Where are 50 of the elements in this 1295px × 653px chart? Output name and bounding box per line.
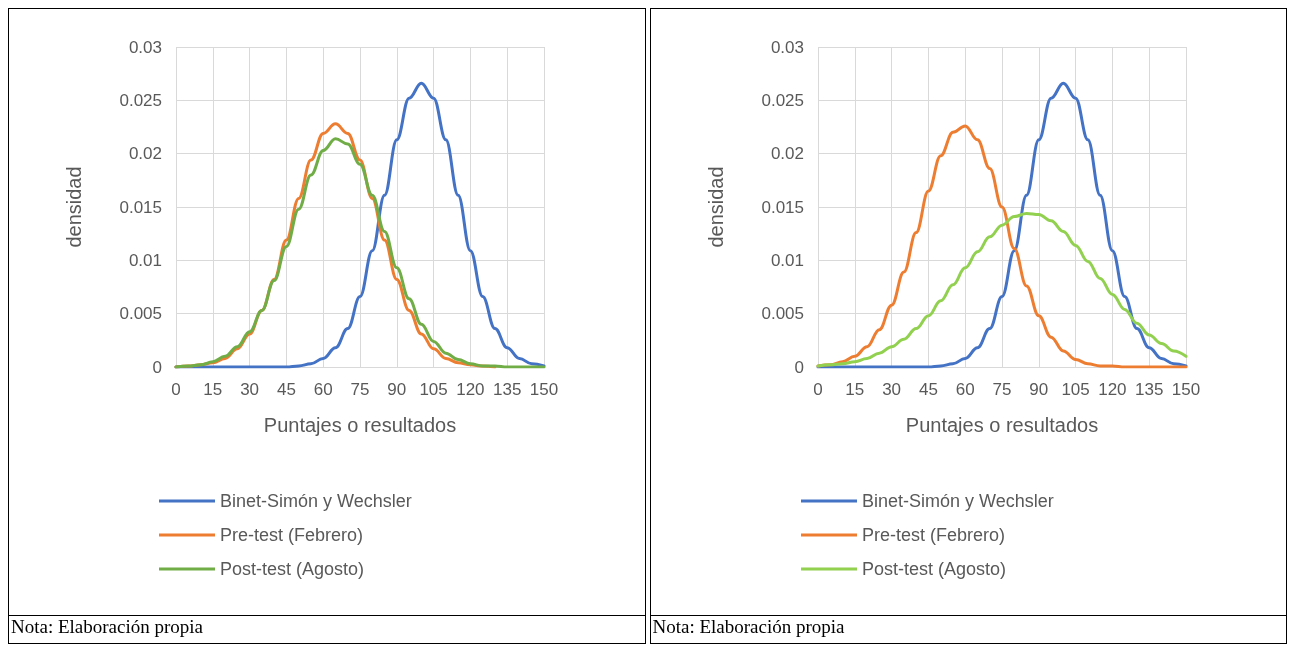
x-tick-label: 120 [456, 380, 485, 399]
y-axis-title: densidad [63, 166, 85, 248]
legend-label: Post-test (Agosto) [861, 559, 1006, 579]
y-axis-title: densidad [704, 166, 727, 248]
line-series [816, 211, 1187, 368]
y-tick-label: 0.025 [119, 90, 162, 110]
x-tick-label: 90 [387, 380, 407, 399]
x-axis-title: Puntajes o resultados [263, 414, 457, 436]
y-tick-label: 0.015 [760, 197, 804, 217]
y-tick-label: 0.005 [119, 304, 162, 324]
legend-label: Pre-test (Febrero) [861, 525, 1005, 545]
y-tick-label: 0.01 [128, 250, 162, 270]
x-tick-label: 90 [1028, 380, 1048, 399]
y-tick-label: 0.02 [770, 144, 804, 164]
x-tick-label: 60 [955, 380, 975, 399]
y-tick-label: 0.025 [760, 90, 804, 110]
x-tick-label: 75 [350, 380, 370, 399]
x-tick-label: 120 [1097, 380, 1127, 399]
y-tick-label: 0.03 [128, 37, 162, 57]
x-tick-label: 15 [844, 380, 864, 399]
x-tick-label: 45 [918, 380, 938, 399]
y-tick-label: 0.02 [128, 144, 162, 164]
x-tick-label: 60 [313, 380, 333, 399]
legend-label: Binet-Simón y Wechsler [220, 491, 412, 511]
x-tick-label: 75 [992, 380, 1011, 399]
y-tick-label: 0 [152, 357, 162, 377]
y-tick-label: 0 [794, 357, 804, 377]
y-tick-label: 0.01 [770, 250, 804, 270]
x-tick-label: 0 [171, 380, 181, 399]
x-tick-label: 30 [240, 380, 260, 399]
legend-label: Pre-test (Febrero) [220, 525, 364, 545]
x-tick-label: 135 [493, 380, 522, 399]
x-tick-label: 0 [812, 380, 823, 399]
x-axis-title: Puntajes o resultados [905, 414, 1098, 436]
text: Nota: Elaboración propia [9, 615, 645, 638]
x-tick-label: 150 [529, 380, 559, 399]
x-tick-label: 45 [276, 380, 296, 399]
y-tick-label: 0.03 [770, 37, 804, 57]
y-tick-label: 0.015 [119, 197, 162, 217]
line-series [174, 137, 546, 369]
x-tick-label: 135 [1134, 380, 1163, 399]
legend-label: Binet-Simón y Wechsler [861, 491, 1054, 511]
y-tick-label: 0.005 [760, 304, 804, 324]
text: Nota: Elaboración propia [650, 615, 1286, 638]
legend-label: Post-test (Agosto) [220, 559, 365, 579]
x-tick-label: 150 [1171, 380, 1200, 399]
x-tick-label: 30 [881, 380, 901, 399]
x-tick-label: 105 [1060, 380, 1090, 399]
x-tick-label: 15 [203, 380, 223, 399]
x-tick-label: 105 [419, 380, 448, 399]
